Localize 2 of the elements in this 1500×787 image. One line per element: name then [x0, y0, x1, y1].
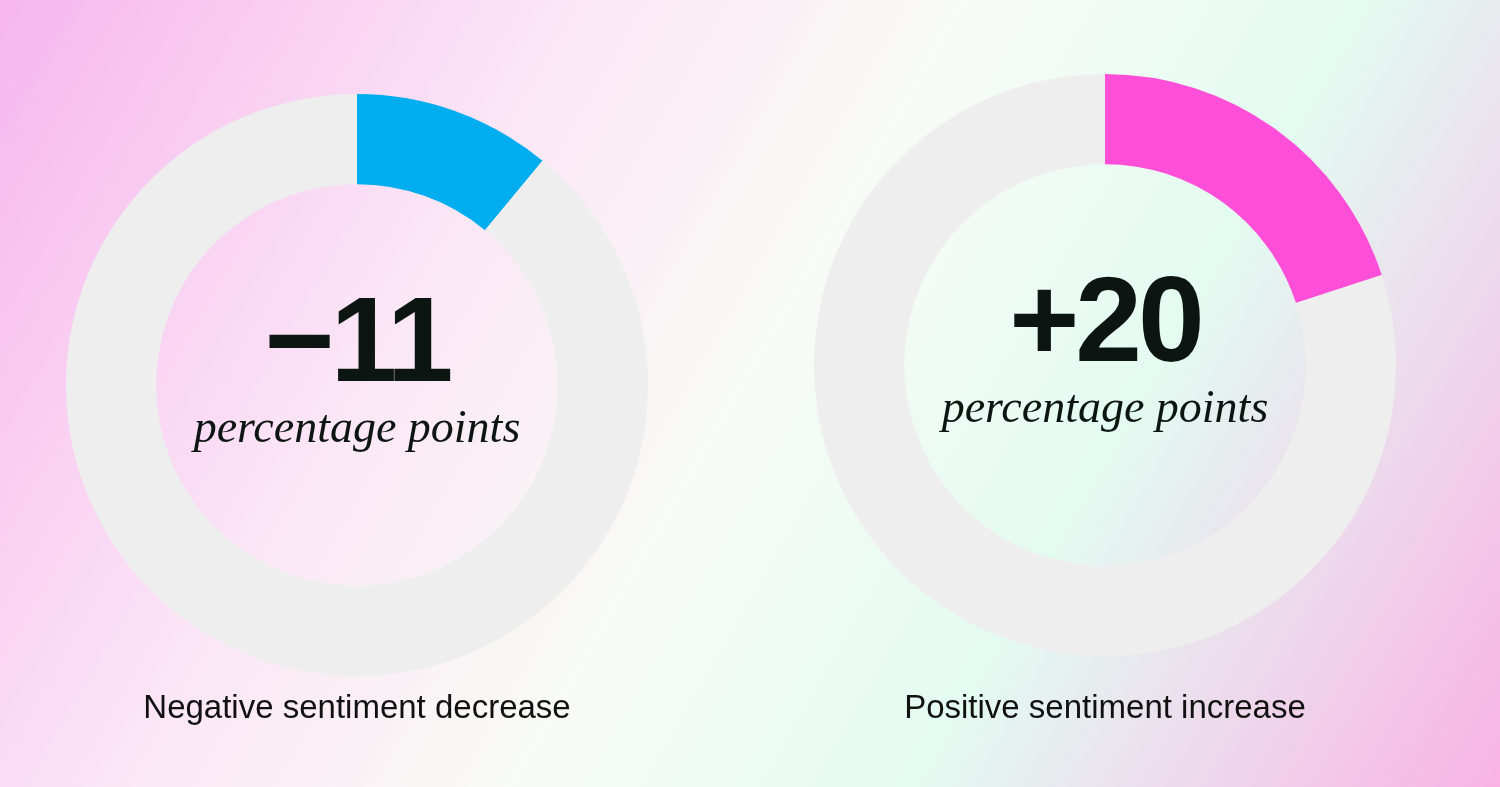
text: Negative sentiment decrease — [142, 688, 572, 726]
text: Positive sentiment increase — [903, 688, 1307, 726]
